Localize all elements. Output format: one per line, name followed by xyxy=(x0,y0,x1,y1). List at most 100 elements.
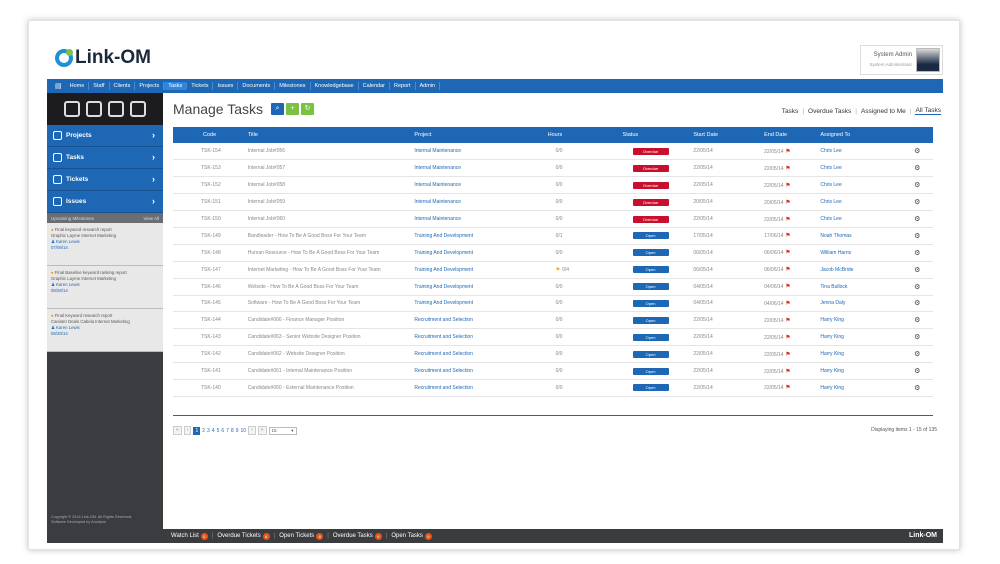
page-number[interactable]: 9 xyxy=(235,427,239,434)
column-header[interactable]: Status xyxy=(618,127,690,143)
next-page-button[interactable]: › xyxy=(248,426,256,435)
task-project-link[interactable]: Internal Maintenance xyxy=(410,159,544,178)
task-assignee-link[interactable]: Noah Thomas xyxy=(816,227,898,245)
milestone-user[interactable]: ♟ Karen Lewis xyxy=(51,282,159,288)
table-row[interactable]: TSK-153 Internal Job#057 Internal Maintena… xyxy=(173,159,933,178)
gear-icon[interactable]: ⚙ xyxy=(914,232,921,240)
table-row[interactable]: TSK-142 Candidate#062 - Website Designer … xyxy=(173,345,933,364)
filter-overdue-tasks[interactable]: Overdue Tasks xyxy=(808,107,852,115)
users-icon[interactable] xyxy=(108,101,124,117)
milestone-card[interactable]: ● Final Baseline keyword ranking report G… xyxy=(47,266,163,309)
gear-icon[interactable]: ⚙ xyxy=(914,165,921,173)
table-row[interactable]: TSK-144 Candidate#066 - Finance Manager P… xyxy=(173,311,933,330)
task-assignee-link[interactable]: Chris Lee xyxy=(816,193,898,212)
table-row[interactable]: TSK-149 Bandleader - How To Be A Good Bos… xyxy=(173,227,933,245)
nav-item-clients[interactable]: Clients xyxy=(110,82,136,90)
task-assignee-link[interactable]: Chris Lee xyxy=(816,159,898,178)
page-number[interactable]: 2 xyxy=(202,427,206,434)
task-project-link[interactable]: Training And Development xyxy=(410,227,544,245)
sidebar-item-tasks[interactable]: Tasks › xyxy=(47,147,163,169)
task-title[interactable]: Website - How To Be A Good Boss For Your… xyxy=(243,278,411,296)
task-title[interactable]: Software - How To Be A Good Boss For You… xyxy=(243,295,411,313)
task-project-link[interactable]: Recruitment and Selection xyxy=(410,379,544,397)
export-button[interactable]: ↻ xyxy=(301,103,315,115)
table-row[interactable]: TSK-141 Candidate#061 - Internal Maintena… xyxy=(173,362,933,380)
task-title[interactable]: Candidate#060 - External Maintenance Pos… xyxy=(243,379,411,397)
gear-icon[interactable]: ⚙ xyxy=(914,368,921,376)
nav-item-report[interactable]: Report xyxy=(390,82,416,90)
monitor-icon[interactable] xyxy=(130,101,146,117)
gear-icon[interactable]: ⚙ xyxy=(914,182,921,190)
column-header[interactable]: Start Date xyxy=(689,127,761,143)
gear-icon[interactable]: ⚙ xyxy=(914,249,921,257)
gear-icon[interactable]: ⚙ xyxy=(914,199,921,207)
gear-icon[interactable]: ⚙ xyxy=(914,216,921,223)
gear-icon[interactable]: ⚙ xyxy=(914,300,921,308)
search-button[interactable]: ⌕ xyxy=(271,103,285,115)
page-number[interactable]: 7 xyxy=(226,427,229,434)
task-title[interactable]: Internet Marketing - How To Be A Good Bo… xyxy=(243,261,411,279)
prev-page-button[interactable]: ‹ xyxy=(183,426,192,435)
gear-icon[interactable]: ⚙ xyxy=(914,283,921,291)
avatar[interactable] xyxy=(916,48,940,72)
task-assignee-link[interactable]: Jacob McBride xyxy=(816,261,898,279)
task-assignee-link[interactable]: Tina Bullock xyxy=(816,278,898,296)
task-title[interactable]: Bandleader - How To Be A Good Boss For Y… xyxy=(243,227,411,245)
first-page-button[interactable]: « xyxy=(173,426,182,435)
gear-icon[interactable]: ⚙ xyxy=(914,148,921,156)
task-project-link[interactable]: Recruitment and Selection xyxy=(410,345,544,364)
task-assignee-link[interactable]: Harry King xyxy=(816,362,898,380)
task-project-link[interactable]: Internal Maintenance xyxy=(410,210,544,228)
page-size-select[interactable]: 15 ▾ xyxy=(268,426,297,435)
footer-item-overdue-tasks[interactable]: Overdue Tasks 9 xyxy=(333,532,382,540)
gear-icon[interactable]: ⚙ xyxy=(914,351,921,359)
task-title[interactable]: Internal Job#057 xyxy=(243,159,411,178)
task-title[interactable]: Candidate#062 - Website Designer Positio… xyxy=(243,345,411,364)
filter-assigned-to-me[interactable]: Assigned to Me xyxy=(860,107,906,115)
task-project-link[interactable]: Training And Development xyxy=(410,244,544,262)
footer-item-overdue-tickets[interactable]: Overdue Tickets 6 xyxy=(217,532,270,540)
page-number[interactable]: 4 xyxy=(211,427,215,434)
task-assignee-link[interactable]: Chris Lee xyxy=(816,176,898,195)
page-number[interactable]: 5 xyxy=(216,427,220,434)
task-assignee-link[interactable]: Jenna Daly xyxy=(816,295,898,313)
nav-item-home[interactable]: Home xyxy=(66,82,90,90)
nav-item-milestones[interactable]: Milestones xyxy=(275,82,311,90)
page-number[interactable]: 1 xyxy=(193,426,201,435)
task-project-link[interactable]: Recruitment and Selection xyxy=(410,311,544,330)
task-title[interactable]: Internal Job#056 xyxy=(243,143,411,161)
nav-item-tasks[interactable]: Tasks xyxy=(164,82,188,90)
nav-item-admin[interactable]: Admin xyxy=(416,82,441,90)
task-title[interactable]: Human Resource - How To Be A Good Boss F… xyxy=(243,244,411,262)
milestone-user[interactable]: ♟ Karen Lewis xyxy=(51,239,159,245)
task-assignee-link[interactable]: Harry King xyxy=(816,345,898,364)
task-project-link[interactable]: Training And Development xyxy=(410,261,544,279)
table-row[interactable]: TSK-143 Candidate#063 - Senior Website De… xyxy=(173,328,933,347)
task-project-link[interactable]: Training And Development xyxy=(410,278,544,296)
filter-tasks[interactable]: Tasks xyxy=(781,107,799,115)
gear-icon[interactable]: ⚙ xyxy=(914,334,921,342)
add-button[interactable]: + xyxy=(286,103,300,115)
last-page-button[interactable]: » xyxy=(257,426,267,435)
gear-icon[interactable]: ⚙ xyxy=(914,266,921,274)
table-row[interactable]: TSK-140 Candidate#060 - External Maintena… xyxy=(173,379,933,397)
task-assignee-link[interactable]: William Harris xyxy=(816,244,898,262)
task-project-link[interactable]: Recruitment and Selection xyxy=(410,328,544,347)
task-project-link[interactable]: Internal Maintenance xyxy=(410,193,544,212)
page-number[interactable]: 8 xyxy=(230,427,234,434)
nav-item-staff[interactable]: Staff xyxy=(89,82,110,90)
milestone-user[interactable]: ♟ Karen Lewis xyxy=(51,325,159,331)
column-header[interactable]: Project xyxy=(410,127,544,143)
chart-icon[interactable]: ▤ xyxy=(55,83,62,90)
table-row[interactable]: TSK-151 Internal Job#059 Internal Maintena… xyxy=(173,193,933,212)
column-header[interactable]: Code xyxy=(173,127,244,143)
sidebar-item-projects[interactable]: Projects › xyxy=(47,125,163,147)
column-header[interactable]: Title xyxy=(243,127,411,143)
task-project-link[interactable]: Training And Development xyxy=(410,295,544,313)
column-header[interactable]: Assigned To xyxy=(816,127,898,143)
task-title[interactable]: Internal Job#059 xyxy=(243,193,411,212)
clipboard-icon[interactable] xyxy=(64,101,80,117)
page-number[interactable]: 3 xyxy=(207,427,210,434)
footer-item-watch-list[interactable]: Watch List 0 xyxy=(171,532,208,540)
task-title[interactable]: Internal Job#058 xyxy=(243,176,411,195)
